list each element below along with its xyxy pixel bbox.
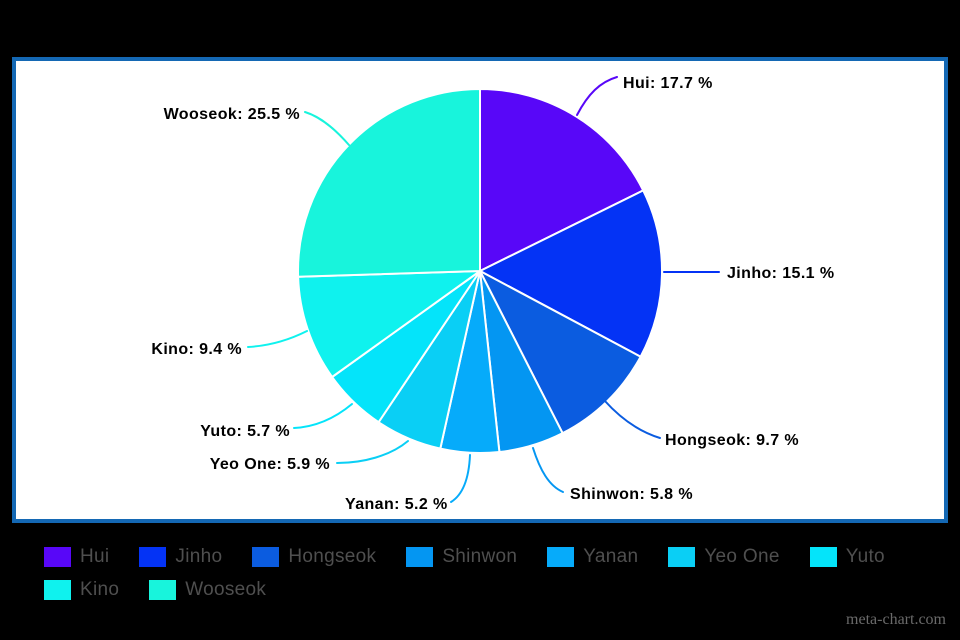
slice-label-yeo-one: Yeo One: 5.9 %	[210, 456, 330, 473]
legend-item-yeo-one: Yeo One	[668, 546, 779, 568]
slice-label-kino: Kino: 9.4 %	[151, 341, 242, 358]
legend-swatch	[809, 547, 837, 567]
legend-label: Yanan	[583, 546, 639, 567]
legend-row: Hui Jinho Hongseok Shinwon Yanan Yeo One Yuto	[44, 546, 944, 568]
legend-label: Yeo One	[704, 546, 780, 567]
slice-label-yuto: Yuto: 5.7 %	[200, 423, 290, 440]
legend-label: Shinwon	[442, 546, 518, 567]
legend-swatch	[139, 547, 167, 567]
leader-line-yuto	[293, 403, 353, 429]
pie-slice-hui	[479, 88, 645, 272]
watermark: meta-chart.com	[846, 611, 946, 628]
legend-swatch	[547, 547, 575, 567]
pie-slice-jinho	[479, 189, 664, 358]
slice-label-hongseok: Hongseok: 9.7 %	[665, 432, 799, 449]
slice-label-wooseok: Wooseok: 25.5 %	[164, 106, 300, 123]
slice-label-hui: Hui: 17.7 %	[623, 75, 713, 92]
legend-swatch	[44, 547, 71, 567]
leader-line-shinwon	[532, 447, 564, 493]
pie-slices	[297, 88, 664, 455]
pie-slice-hongseok	[479, 270, 642, 435]
legend-item-yuto: Yuto	[809, 546, 885, 568]
leader-line-yanan	[450, 454, 471, 503]
legend-label: Kino	[80, 579, 120, 600]
legend-swatch	[149, 580, 177, 600]
slice-labels: Hui: 17.7 % Jinho: 15.1 % Hongseok: 9.7 % S…	[151, 75, 834, 513]
legend-item-kino: Kino	[44, 579, 119, 601]
slice-label-shinwon: Shinwon: 5.8 %	[570, 486, 693, 503]
leader-line-yeo-one	[336, 440, 409, 464]
legend-swatch	[252, 547, 280, 567]
chart-legend: Hui Jinho Hongseok Shinwon Yanan Yeo One Yuto K…	[44, 546, 944, 601]
leader-lines	[247, 76, 720, 503]
legend-label: Hui	[80, 546, 110, 567]
legend-item-hongseok: Hongseok	[252, 546, 376, 568]
legend-swatch	[668, 547, 696, 567]
legend-item-hui: Hui	[44, 546, 109, 568]
legend-label: Wooseok	[185, 579, 267, 600]
legend-item-shinwon: Shinwon	[406, 546, 517, 568]
legend-item-jinho: Jinho	[139, 546, 222, 568]
slice-label-jinho: Jinho: 15.1 %	[727, 265, 834, 282]
leader-line-hongseok	[603, 399, 661, 439]
legend-label: Hongseok	[288, 546, 377, 567]
leader-line-hui	[576, 76, 618, 116]
pie-slice-kino	[297, 270, 481, 378]
legend-label: Yuto	[845, 546, 885, 567]
leader-line-kino	[247, 330, 308, 348]
legend-item-wooseok: Wooseok	[149, 579, 266, 601]
legend-item-yanan: Yanan	[547, 546, 638, 568]
legend-swatch	[406, 547, 434, 567]
legend-swatch	[44, 580, 71, 600]
leader-line-wooseok	[304, 111, 350, 146]
pie-slice-wooseok	[297, 88, 481, 278]
slice-label-yanan: Yanan: 5.2 %	[345, 496, 448, 513]
legend-label: Jinho	[175, 546, 223, 567]
legend-row: Kino Wooseok	[44, 579, 944, 601]
